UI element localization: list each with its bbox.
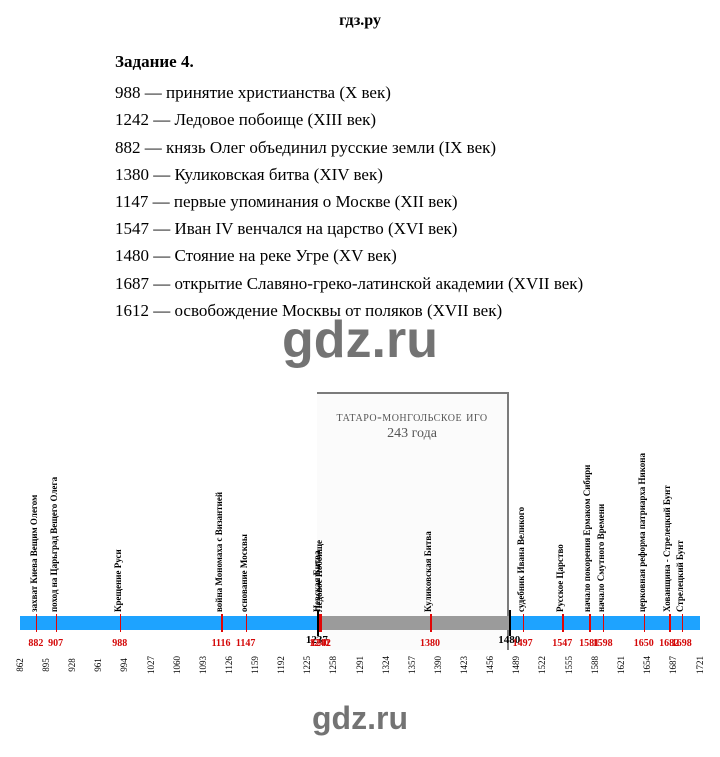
axis-year-label: 1159 <box>250 656 260 674</box>
event-label: начало покорения Ермаком Сибири <box>582 465 592 612</box>
axis-year-label: 1324 <box>381 656 391 674</box>
event-label: Ледовое Побоище <box>314 540 324 612</box>
axis-year-label: 895 <box>41 658 51 672</box>
axis-year-label: 1423 <box>459 656 469 674</box>
axis-year-label: 1390 <box>433 656 443 674</box>
event-tick <box>321 614 323 632</box>
event-tick <box>523 614 525 632</box>
red-year-label: 1380 <box>420 638 440 649</box>
axis-year-label: 1721 <box>695 656 705 674</box>
list-item: 1547 — Иван IV венчался на царство (XVI … <box>115 215 620 242</box>
axis-year-label: 1588 <box>590 656 600 674</box>
event-tick <box>603 614 605 632</box>
event-label: война Мономаха с Византией <box>214 492 224 612</box>
axis-year-label: 1621 <box>616 656 626 674</box>
event-label: захват Киева Вещим Олегом <box>29 495 39 612</box>
event-label: Стрелецкий Бунт <box>675 540 685 612</box>
watermark-center: gdz.ru <box>0 310 720 370</box>
mongol-label: татаро-монгольское иго243 года <box>317 410 507 442</box>
event-tick <box>56 614 58 632</box>
axis-year-label: 1654 <box>642 656 652 674</box>
axis-year-label: 1027 <box>146 656 156 674</box>
event-label: поход на Царьград Вещего Олега <box>49 477 59 612</box>
event-tick <box>644 614 646 632</box>
event-label: Крещение Руси <box>113 549 123 612</box>
timeline-bar-segment <box>509 616 700 630</box>
key-tick <box>317 610 319 636</box>
event-tick <box>682 614 684 632</box>
axis-year-label: 1489 <box>511 656 521 674</box>
axis-year-label: 862 <box>15 658 25 672</box>
event-label: Хованщина - Стрелецкий Бунт <box>662 485 672 612</box>
red-year-label: 1242 <box>311 638 331 649</box>
axis-year-label: 1522 <box>537 656 547 674</box>
event-tick <box>562 614 564 632</box>
red-year-label: 882 <box>28 638 43 649</box>
task-heading: Задание 4. <box>115 48 620 75</box>
event-label: Куликовская Битва <box>423 531 433 612</box>
axis-year-label: 1687 <box>668 656 678 674</box>
event-tick <box>589 614 591 632</box>
red-year-label: 1650 <box>634 638 654 649</box>
red-year-label: 1497 <box>513 638 533 649</box>
list-item: 1380 — Куликовская битва (XIV век) <box>115 161 620 188</box>
event-tick <box>430 614 432 632</box>
event-label: начало Смутного Времени <box>596 504 606 612</box>
red-year-label: 1116 <box>212 638 231 649</box>
list-item: 882 — князь Олег объединил русские земли… <box>115 134 620 161</box>
event-label: Русское Царство <box>555 544 565 612</box>
list-item: 988 — принятие христианства (X век) <box>115 79 620 106</box>
axis-year-label: 994 <box>119 658 129 672</box>
axis-year-label: 1258 <box>328 656 338 674</box>
list-item: 1480 — Стояние на реке Угре (XV век) <box>115 242 620 269</box>
axis-year-label: 1225 <box>302 656 312 674</box>
text-content: Задание 4. 988 — принятие христианства (… <box>0 48 720 324</box>
axis-year-label: 1555 <box>564 656 574 674</box>
axis-year-label: 1126 <box>224 656 234 674</box>
event-label: судебник Ивана Великого <box>516 507 526 612</box>
key-tick <box>509 610 511 636</box>
event-tick <box>221 614 223 632</box>
event-label: основание Москвы <box>239 534 249 612</box>
list-item: 1242 — Ледовое побоище (XIII век) <box>115 106 620 133</box>
event-tick <box>36 614 38 632</box>
axis-year-label: 961 <box>93 658 103 672</box>
axis-year-label: 928 <box>67 658 77 672</box>
red-year-label: 1598 <box>593 638 613 649</box>
red-year-label: 907 <box>48 638 63 649</box>
axis-year-label: 1357 <box>407 656 417 674</box>
timeline-bar-segment <box>317 616 509 630</box>
event-tick <box>246 614 248 632</box>
red-year-label: 1547 <box>552 638 572 649</box>
event-tick <box>120 614 122 632</box>
list-item: 1147 — первые упоминания о Москве (XII в… <box>115 188 620 215</box>
red-year-label: 988 <box>112 638 127 649</box>
axis-year-label: 1291 <box>355 656 365 674</box>
watermark-bottom: gdz.ru <box>0 700 720 737</box>
red-year-label: 1147 <box>236 638 255 649</box>
list-item: 1687 — открытие Славяно-греко-латинской … <box>115 270 620 297</box>
mongol-period-box: татаро-монгольское иго243 года <box>317 392 509 650</box>
entries-list: 988 — принятие христианства (X век)1242 … <box>115 79 620 324</box>
axis-year-label: 1456 <box>485 656 495 674</box>
page-title: гдз.ру <box>0 0 720 48</box>
timeline: татаро-монгольское иго243 года захват Кие… <box>20 382 700 702</box>
red-year-label: 1698 <box>672 638 692 649</box>
axis-year-label: 1060 <box>172 656 182 674</box>
axis-year-label: 1093 <box>198 656 208 674</box>
event-tick <box>669 614 671 632</box>
axis-year-label: 1192 <box>276 656 286 674</box>
timeline-bar-segment <box>20 616 317 630</box>
event-label: церковная реформа патриарха Никона <box>637 453 647 612</box>
